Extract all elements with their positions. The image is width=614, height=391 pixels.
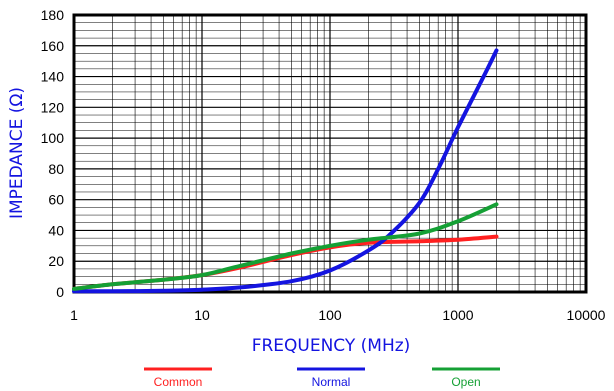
y-tick-label: 0 (56, 284, 64, 300)
y-tick-labels: 0 20 40 60 80 100 120 140 160 180 (41, 7, 65, 300)
y-tick-label: 140 (41, 69, 65, 85)
series-lines (72, 48, 499, 294)
x-tick-label: 1000 (442, 307, 473, 323)
legend-label-common: Common (154, 375, 203, 389)
series-line-normal (72, 48, 499, 294)
y-tick-label: 120 (41, 99, 65, 115)
x-tick-labels: 1 10 100 1000 10000 (70, 307, 606, 323)
y-tick-label: 160 (41, 38, 65, 54)
grid (73, 14, 586, 293)
y-tick-label: 100 (41, 130, 65, 146)
x-tick-label: 1 (70, 307, 78, 323)
legend-label-open: Open (451, 375, 480, 389)
y-tick-label: 20 (48, 253, 64, 269)
x-axis-label: FREQUENCY (MHz) (252, 336, 411, 356)
y-tick-label: 60 (48, 192, 64, 208)
plot-frame (72, 13, 588, 294)
series-line-open (72, 202, 499, 291)
x-tick-label: 100 (318, 307, 342, 323)
y-axis-label: IMPEDANCE (Ω) (7, 87, 27, 219)
x-tick-label: 10 (194, 307, 210, 323)
x-tick-label: 10000 (567, 307, 606, 323)
y-tick-label: 40 (48, 222, 64, 238)
legend-label-normal: Normal (312, 375, 351, 389)
legend: Common Normal Open (144, 367, 500, 389)
y-tick-label: 80 (48, 161, 64, 177)
y-tick-label: 180 (41, 7, 65, 23)
